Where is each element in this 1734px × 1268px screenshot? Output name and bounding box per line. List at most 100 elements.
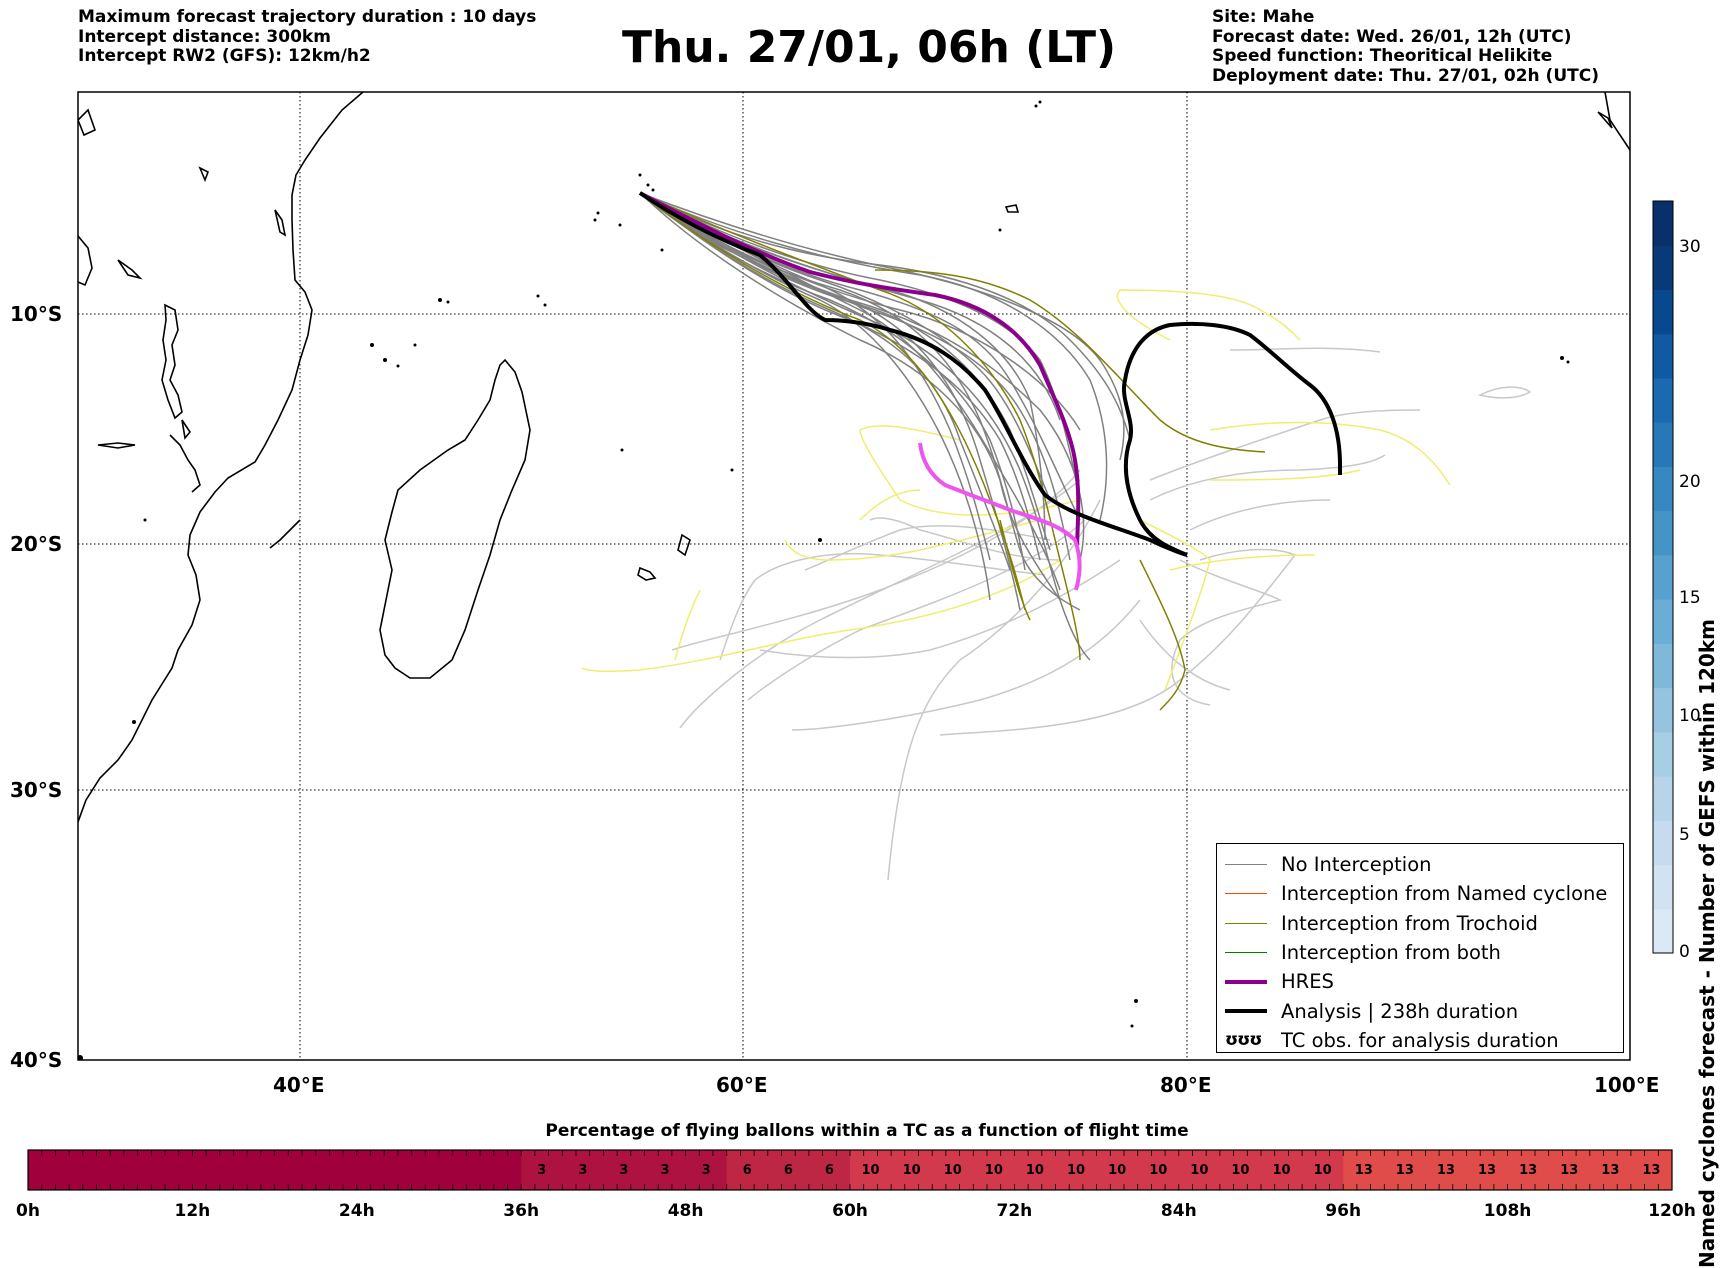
lat-label-10s: 10°S xyxy=(10,302,63,326)
time-colorbar-cell xyxy=(685,1150,728,1190)
time-colorbar-cell xyxy=(1261,1150,1303,1190)
cyclone-colorbar-level xyxy=(1653,643,1673,689)
legend-swatch xyxy=(1225,864,1267,866)
time-colorbar-value: 10 xyxy=(1313,1163,1332,1178)
time-colorbar-value: 13 xyxy=(1642,1163,1661,1178)
legend-item-no-interception: No Interception xyxy=(1225,850,1615,879)
time-colorbar-frame xyxy=(27,1149,1673,1191)
legend-label: Interception from Trochoid xyxy=(1281,911,1538,935)
legend-item-tc-obs: ʊʊʊ TC obs. for analysis duration xyxy=(1225,1026,1615,1055)
coastlines xyxy=(78,92,1630,823)
cyclone-colorbar-level xyxy=(1653,599,1673,644)
intercept-rw2-text: Intercept RW2 (GFS): 12km/h2 xyxy=(78,46,371,66)
cyclone-colorbar-level xyxy=(1653,864,1673,910)
time-colorbar-value: 13 xyxy=(1395,1163,1414,1178)
time-colorbar-title: Percentage of flying ballons within a TC… xyxy=(545,1121,1189,1141)
time-colorbar-value: 10 xyxy=(1272,1163,1291,1178)
time-colorbar-value: 6 xyxy=(783,1163,793,1178)
cyclone-colorbar-level xyxy=(1653,554,1673,600)
legend-item-analysis: Analysis | 238h duration xyxy=(1225,996,1615,1025)
analysis-trajectory xyxy=(638,191,1342,557)
cyclone-colorbar-level xyxy=(1653,289,1673,335)
time-colorbar-cell xyxy=(1384,1150,1426,1190)
time-colorbar-value: 3 xyxy=(619,1163,629,1178)
time-colorbar-value: 3 xyxy=(660,1163,670,1178)
legend-item-hres: HRES xyxy=(1225,967,1615,996)
time-colorbar xyxy=(27,1150,1673,1190)
cyclone-colorbar-level xyxy=(1653,687,1673,733)
light-gray-trajectories xyxy=(671,347,1532,881)
cyclone-colorbar-tick: 5 xyxy=(1679,825,1690,845)
time-colorbar-value: 10 xyxy=(1231,1163,1250,1178)
forecast-parameters: Maximum forecast trajectory duration : 1… xyxy=(78,7,536,67)
time-colorbar-cell xyxy=(233,1150,276,1190)
cyclone-colorbar-level xyxy=(1653,908,1673,954)
time-colorbar-cell xyxy=(726,1150,769,1190)
time-colorbar-cell xyxy=(808,1150,851,1190)
time-colorbar-cell xyxy=(1466,1150,1509,1190)
time-colorbar-value: 10 xyxy=(1149,1163,1168,1178)
cyclone-colorbar-level xyxy=(1653,377,1673,423)
pink-trajectory xyxy=(918,442,1082,591)
page-title: Thu. 27/01, 06h (LT) xyxy=(622,22,1117,73)
cyclone-colorbar-level xyxy=(1653,510,1673,556)
time-colorbar-value: 3 xyxy=(578,1163,588,1178)
time-colorbar-value: 13 xyxy=(1601,1163,1620,1178)
time-colorbar-cell xyxy=(973,1150,1015,1190)
time-colorbar-value: 10 xyxy=(1067,1163,1086,1178)
time-colorbar-cell xyxy=(1137,1150,1180,1190)
cyclone-colorbar-level xyxy=(1653,245,1673,290)
time-colorbar-value: 6 xyxy=(742,1163,752,1178)
time-colorbar-cell xyxy=(1507,1150,1550,1190)
time-colorbar-value: 13 xyxy=(1560,1163,1579,1178)
intercept-distance-text: Intercept distance: 300km xyxy=(78,26,331,47)
time-colorbar-label: 72h xyxy=(996,1201,1033,1221)
legend-label: Interception from Named cyclone xyxy=(1281,882,1608,906)
cyclone-symbol-icon: ʊʊʊ xyxy=(1225,1030,1262,1051)
cyclone-colorbar-level xyxy=(1653,731,1673,777)
lon-label-80e: 80°E xyxy=(1160,1073,1212,1097)
time-colorbar-value: 10 xyxy=(1025,1163,1044,1178)
map-frame xyxy=(77,91,1631,1061)
cyclone-colorbar-tick: 30 xyxy=(1679,237,1701,257)
lon-label-40e: 40°E xyxy=(273,1073,325,1097)
time-colorbar-value: 6 xyxy=(824,1163,834,1178)
legend-swatch xyxy=(1225,952,1267,954)
forecast-date-text: Forecast date: Wed. 26/01, 12h (UTC) xyxy=(1212,26,1572,47)
time-colorbar-cell xyxy=(110,1150,152,1190)
time-colorbar-cell xyxy=(1055,1150,1098,1190)
cyclone-colorbar-tick: 10 xyxy=(1679,706,1701,726)
hres-trajectory xyxy=(639,191,1081,546)
time-colorbar-value: 10 xyxy=(1190,1163,1209,1178)
time-colorbar-value: 3 xyxy=(701,1163,711,1178)
lon-label-100e: 100°E xyxy=(1594,1073,1660,1097)
time-colorbar-cell xyxy=(1219,1150,1262,1190)
legend-swatch xyxy=(1225,922,1267,924)
time-colorbar-cell xyxy=(521,1150,563,1190)
time-colorbar-cell xyxy=(932,1150,974,1190)
time-colorbar-value: 10 xyxy=(943,1163,962,1178)
time-colorbar-label: 0h xyxy=(16,1201,40,1221)
legend-label: HRES xyxy=(1281,970,1334,994)
legend-item-named-cyclone: Interception from Named cyclone xyxy=(1225,879,1615,908)
legend-label: No Interception xyxy=(1281,853,1432,877)
time-colorbar-cell xyxy=(1096,1150,1139,1190)
legend-swatch xyxy=(1225,893,1267,895)
time-colorbar-value: 3 xyxy=(537,1163,547,1178)
cyclone-colorbar-frame xyxy=(1652,200,1674,954)
small-islands xyxy=(78,100,1570,1060)
light-yellow-trajectories xyxy=(581,289,1451,691)
time-colorbar-cell xyxy=(356,1150,399,1190)
time-colorbar-value: 13 xyxy=(1478,1163,1497,1178)
speed-function-text: Speed function: Theoritical Helikite xyxy=(1212,46,1553,66)
time-colorbar-label: 48h xyxy=(667,1201,704,1221)
time-colorbar-cell xyxy=(192,1150,234,1190)
map-figure xyxy=(27,91,1674,1191)
deployment-date-text: Deployment date: Thu. 27/01, 02h (UTC) xyxy=(1212,65,1599,86)
legend-swatch xyxy=(1225,1009,1267,1014)
time-colorbar-cell xyxy=(850,1150,892,1190)
legend-item-both: Interception from both xyxy=(1225,938,1615,967)
cyclone-colorbar-level xyxy=(1653,820,1673,866)
time-colorbar-cell xyxy=(891,1150,933,1190)
site-parameters: Site: Mahe Forecast date: Wed. 26/01, 12… xyxy=(1212,7,1599,86)
